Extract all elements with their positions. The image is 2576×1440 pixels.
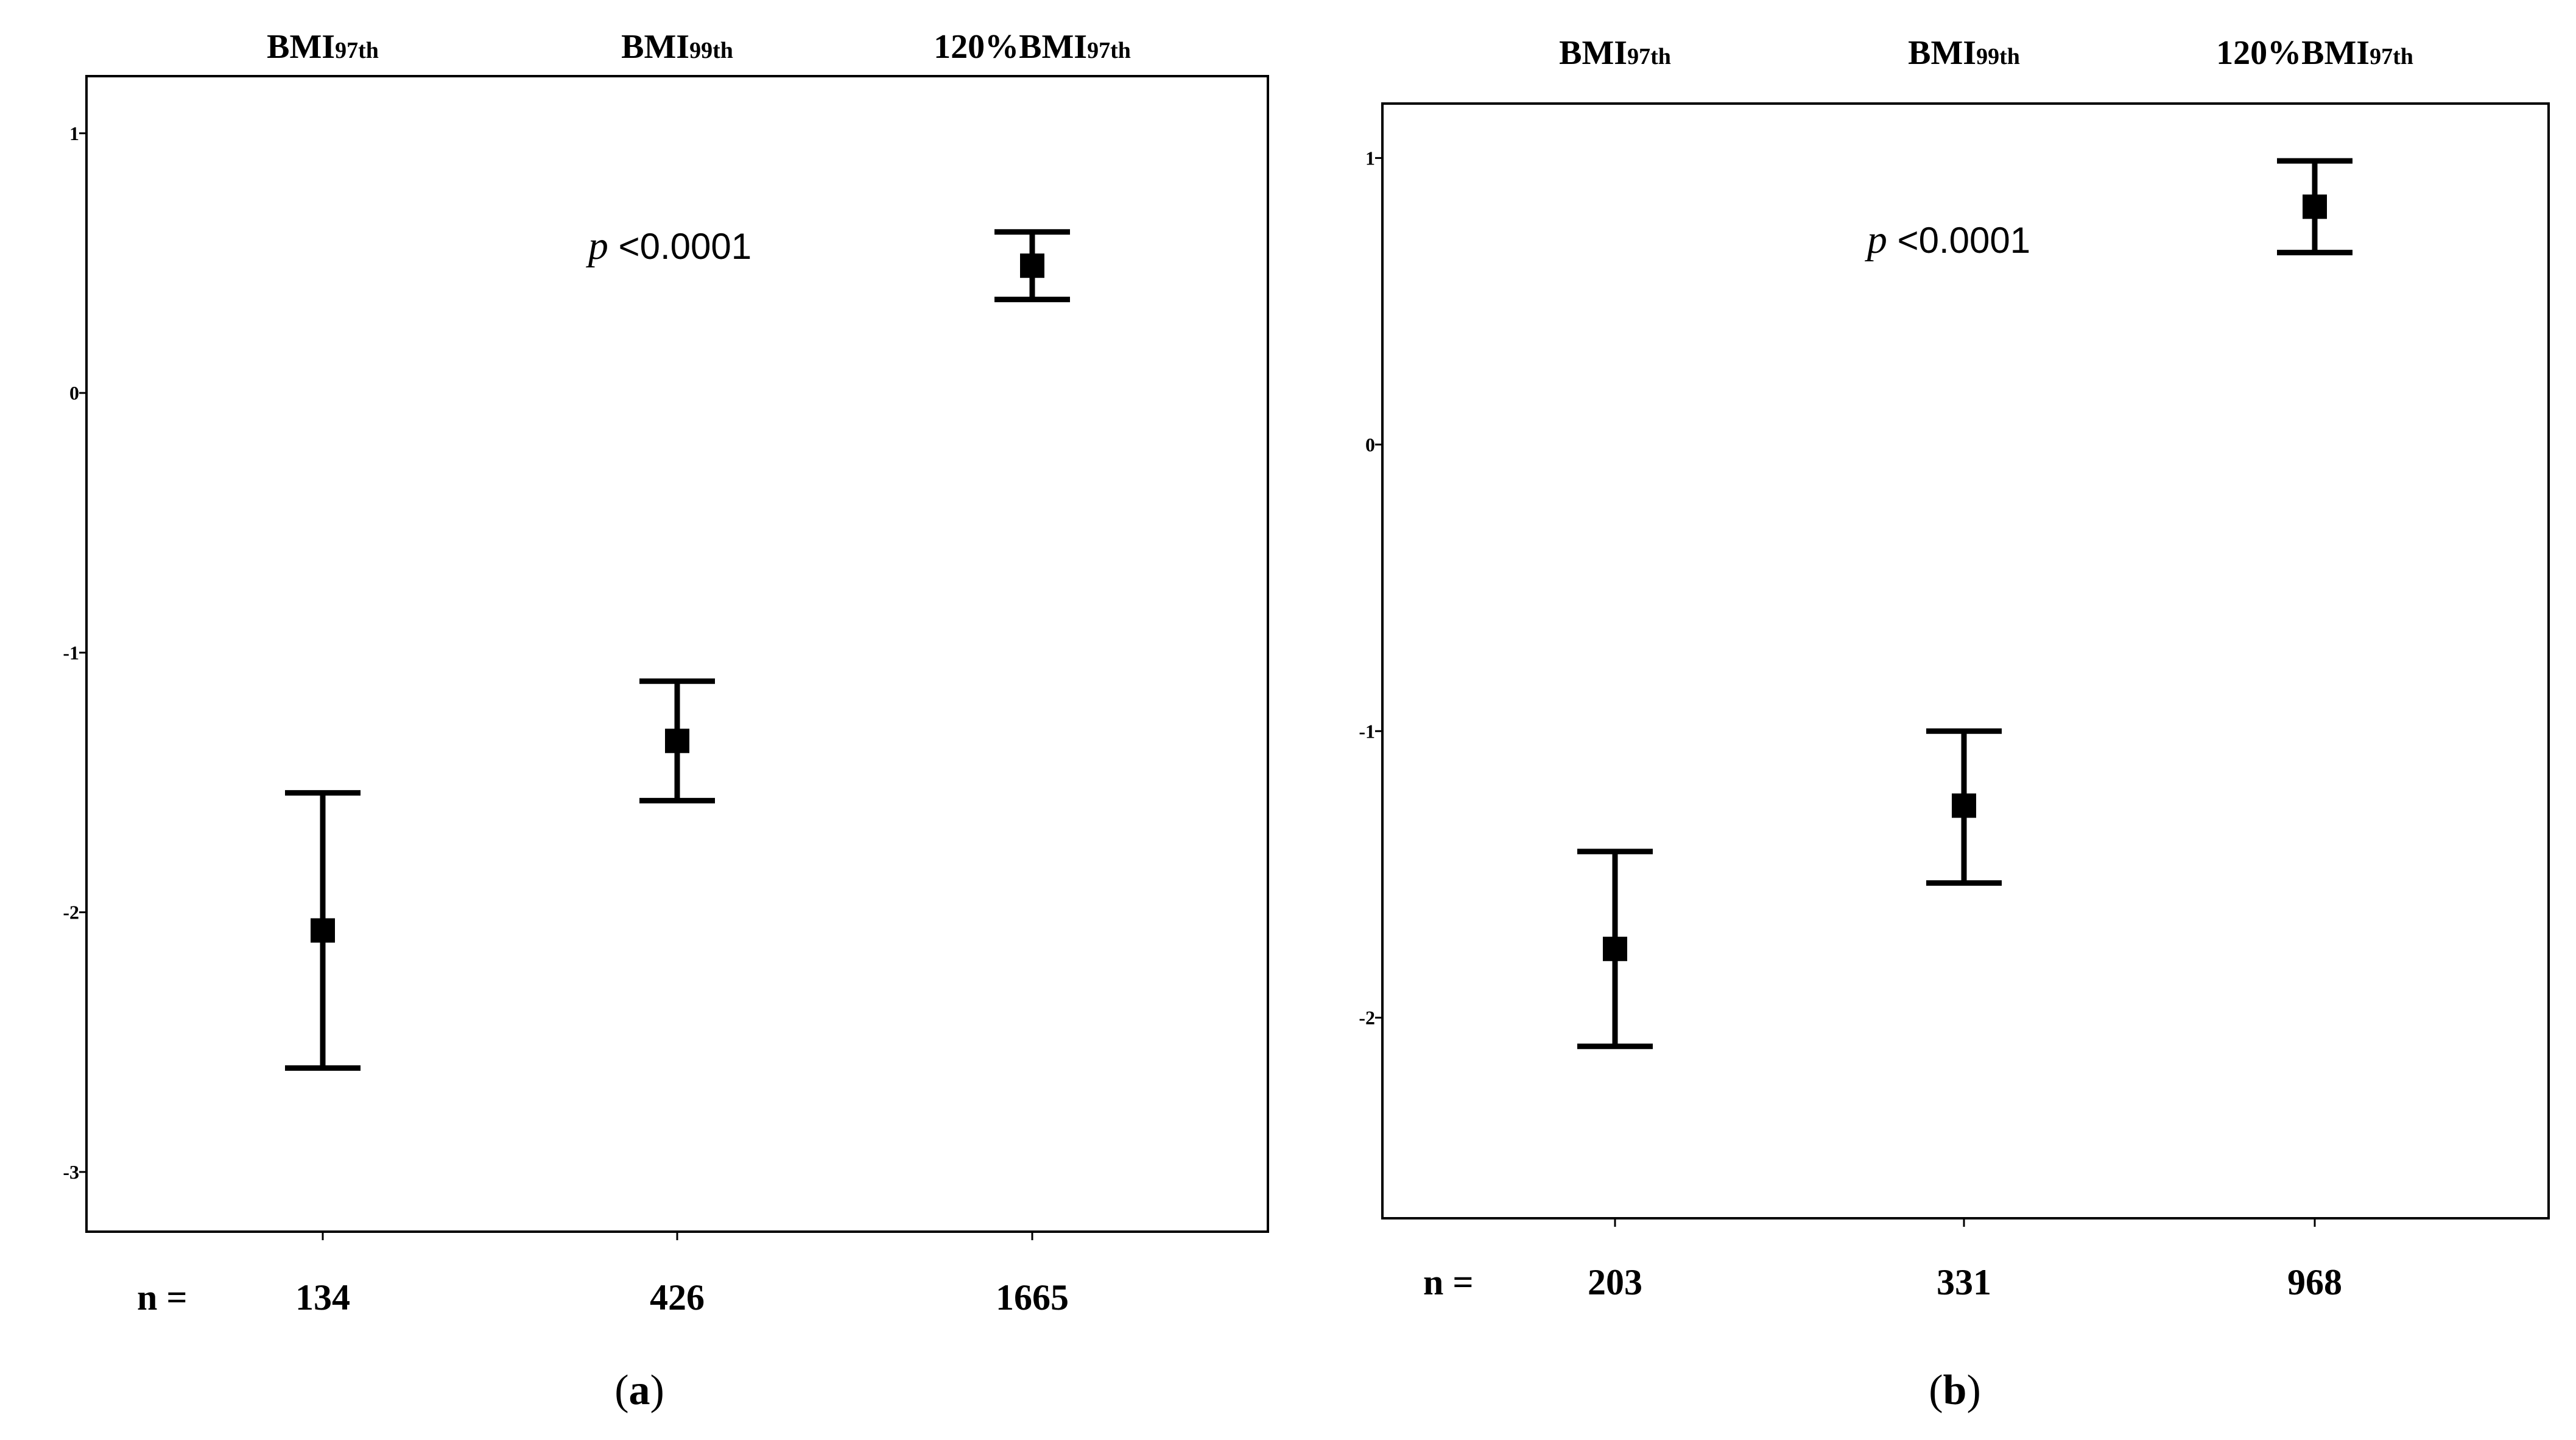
y-tick-label: -1 [1359, 720, 1375, 742]
y-tick-label: 0 [1365, 434, 1375, 456]
n-prefix-label: n = [1423, 1262, 1474, 1302]
chart-panel-b: 1 0 -1 -2 BMI97th BMI99th 120%BMI97th p <0.0001… [1359, 34, 2550, 1414]
group-header: BMI97th [1559, 34, 1671, 72]
sample-size-label: 203 [1588, 1262, 1642, 1302]
y-tick-label: 1 [69, 122, 79, 144]
y-tick-label: -1 [63, 641, 79, 663]
p-value-annotation: p <0.0001 [1865, 217, 2030, 262]
group-header: BMI97th [267, 28, 379, 66]
group-header: 120%BMI97th [934, 28, 1131, 66]
y-tick-label: -2 [1359, 1007, 1375, 1029]
mean-marker [665, 729, 689, 754]
sample-size-label: 134 [295, 1277, 350, 1318]
y-tick-label: 1 [1365, 147, 1375, 169]
y-tick-label: 0 [69, 382, 79, 404]
group-header: BMI99th [1908, 34, 2020, 72]
sample-size-label: 331 [1937, 1262, 1991, 1302]
n-prefix-label: n = [137, 1277, 188, 1318]
y-tick-label: -3 [63, 1161, 79, 1183]
mean-marker [311, 918, 335, 943]
mean-marker [1603, 936, 1627, 961]
sample-size-label: 968 [2287, 1262, 2342, 1302]
y-tick-label: -2 [63, 902, 79, 923]
chart-panel-a: 1 0 -1 -2 -3 BMI97th BMI99th 120%BMI97th p <0.00… [63, 28, 1269, 1414]
group-header: BMI99th [621, 28, 733, 66]
sample-size-label: 426 [650, 1277, 705, 1318]
mean-marker [1020, 253, 1044, 278]
sample-size-label: 1665 [996, 1277, 1069, 1318]
mean-marker [2303, 194, 2327, 219]
p-value-annotation: p <0.0001 [586, 224, 751, 268]
panel-label: (a) [614, 1367, 664, 1414]
plot-frame [1381, 102, 2550, 1219]
panel-label: (b) [1929, 1367, 1981, 1414]
group-header: 120%BMI97th [2216, 34, 2413, 72]
mean-marker [1952, 793, 1976, 818]
